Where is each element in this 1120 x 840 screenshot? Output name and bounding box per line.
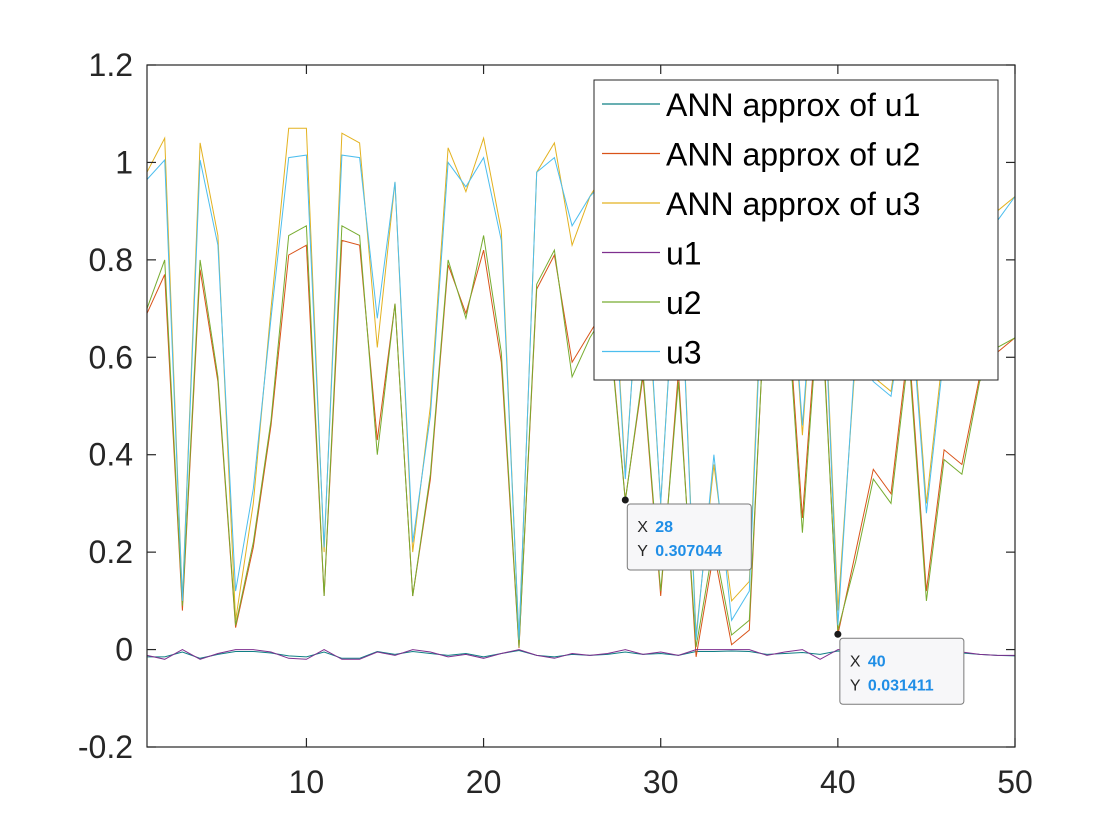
- legend-entry-label[interactable]: u1: [666, 236, 702, 272]
- legend-entry-label[interactable]: ANN approx of u2: [666, 137, 920, 173]
- legend-entry-label[interactable]: u2: [666, 285, 702, 321]
- y-tick-label: 0: [115, 632, 133, 668]
- datatip-y-label: Y: [850, 677, 861, 694]
- datatip-1[interactable]: X 28 Y 0.307044: [621, 496, 752, 571]
- datatip-y-value: 0.307044: [655, 543, 722, 560]
- datatip-x-label: X: [637, 519, 648, 536]
- datatip-y-label: Y: [637, 543, 648, 560]
- datatip-x-value: 28: [655, 519, 673, 536]
- legend-entry-label[interactable]: u3: [666, 335, 702, 371]
- datatip-marker: [621, 496, 629, 504]
- y-tick-label: 0.2: [89, 534, 133, 570]
- datatip-x-value: 40: [868, 653, 886, 670]
- datatip-marker: [834, 630, 842, 638]
- x-tick-label: 20: [466, 764, 502, 800]
- y-tick-label: 1: [115, 144, 133, 180]
- datatip-box: [626, 503, 752, 571]
- series-line-2: [146, 239, 1016, 657]
- legend[interactable]: ANN approx of u1 ANN approx of u2 ANN appr…: [593, 79, 999, 381]
- legend-entry-label[interactable]: ANN approx of u3: [666, 186, 920, 222]
- plot-frame: [146, 64, 1016, 748]
- y-tick-label: -0.2: [78, 729, 133, 765]
- datatip-layer: X 28 Y 0.307044 X 40 Y 0.031411: [621, 496, 965, 705]
- x-tick-label: 10: [289, 764, 325, 800]
- x-tick-label: 50: [997, 764, 1033, 800]
- datatip-y-value: 0.031411: [868, 677, 934, 694]
- y-tick-label: 0.6: [89, 339, 133, 375]
- legend-box: [593, 79, 999, 381]
- tick-label-layer: -0.2 0 0.2 0.4 0.6 0.8 1 1.2 10 20 30 40 50: [78, 47, 1033, 800]
- datatip-2[interactable]: X 40 Y 0.031411: [834, 630, 965, 705]
- series-line-5: [146, 224, 1016, 648]
- datatip-box: [839, 637, 965, 705]
- tick-layer: [147, 64, 1016, 748]
- legend-entry-label[interactable]: ANN approx of u1: [666, 87, 920, 123]
- x-tick-label: 40: [820, 764, 856, 800]
- y-tick-label: 1.2: [89, 47, 133, 83]
- datatip-x-label: X: [850, 653, 861, 670]
- y-tick-label: 0.4: [89, 437, 133, 473]
- x-tick-label: 30: [643, 764, 679, 800]
- y-tick-label: 0.8: [89, 242, 133, 278]
